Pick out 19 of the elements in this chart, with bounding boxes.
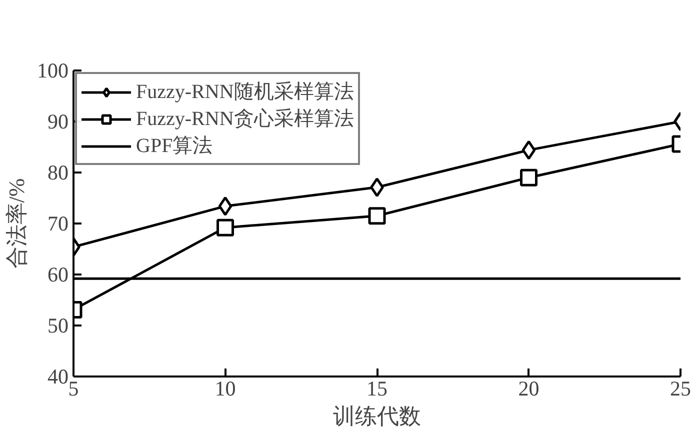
x-tick-label: 5 (68, 376, 79, 400)
legend-label: Fuzzy-RNN贪心采样算法 (136, 107, 354, 132)
y-tick-label: 100 (37, 58, 68, 82)
y-axis-title: 合法率/% (4, 178, 29, 269)
y-tick-label: 80 (48, 160, 68, 184)
legend-label: Fuzzy-RNN随机采样算法 (136, 80, 354, 105)
point (368, 207, 386, 225)
y-tick-label: 60 (48, 262, 68, 286)
point (370, 178, 384, 198)
y-tick-label: 70 (48, 212, 68, 236)
x-axis-title: 训练代数 (333, 404, 421, 428)
x-tick-label: 25 (670, 376, 691, 400)
x-tick-label: 10 (214, 376, 236, 400)
legend-label: GPF算法 (136, 134, 213, 159)
x-tick-label: 20 (518, 376, 540, 400)
y-tick-label: 50 (48, 314, 68, 338)
x-tick-label: 15 (366, 376, 388, 400)
y-tick-label: 90 (48, 110, 68, 134)
y-tick-label: 40 (48, 364, 68, 388)
